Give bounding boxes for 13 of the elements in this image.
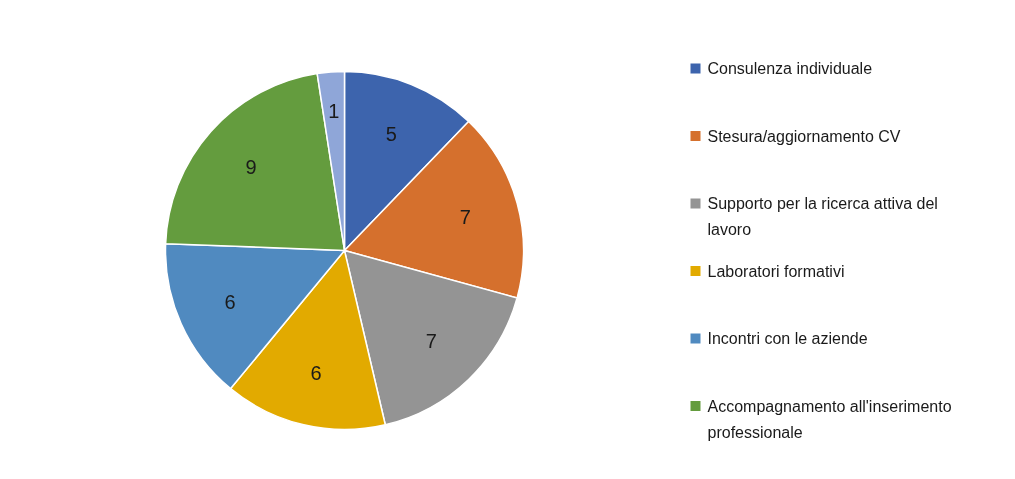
legend-label: Supporto per la ricerca attiva del lavoro [707, 195, 938, 238]
data-label: 1 [328, 100, 340, 123]
data-label: 5 [385, 123, 397, 146]
data-label: 6 [224, 290, 236, 313]
data-label: 7 [425, 329, 437, 352]
legend-label: Incontri con le aziende [707, 330, 868, 347]
legend-label: Laboratori formativi [707, 262, 845, 280]
legend-label: Accompagnamento all'inserimento professionale [707, 397, 952, 441]
legend-label: Consulenza individuale [707, 60, 873, 77]
legend-label: Stesura/aggiornamento CV [707, 127, 901, 145]
data-label: 6 [310, 361, 322, 384]
data-label: 9 [245, 156, 257, 179]
data-label: 7 [459, 206, 471, 229]
